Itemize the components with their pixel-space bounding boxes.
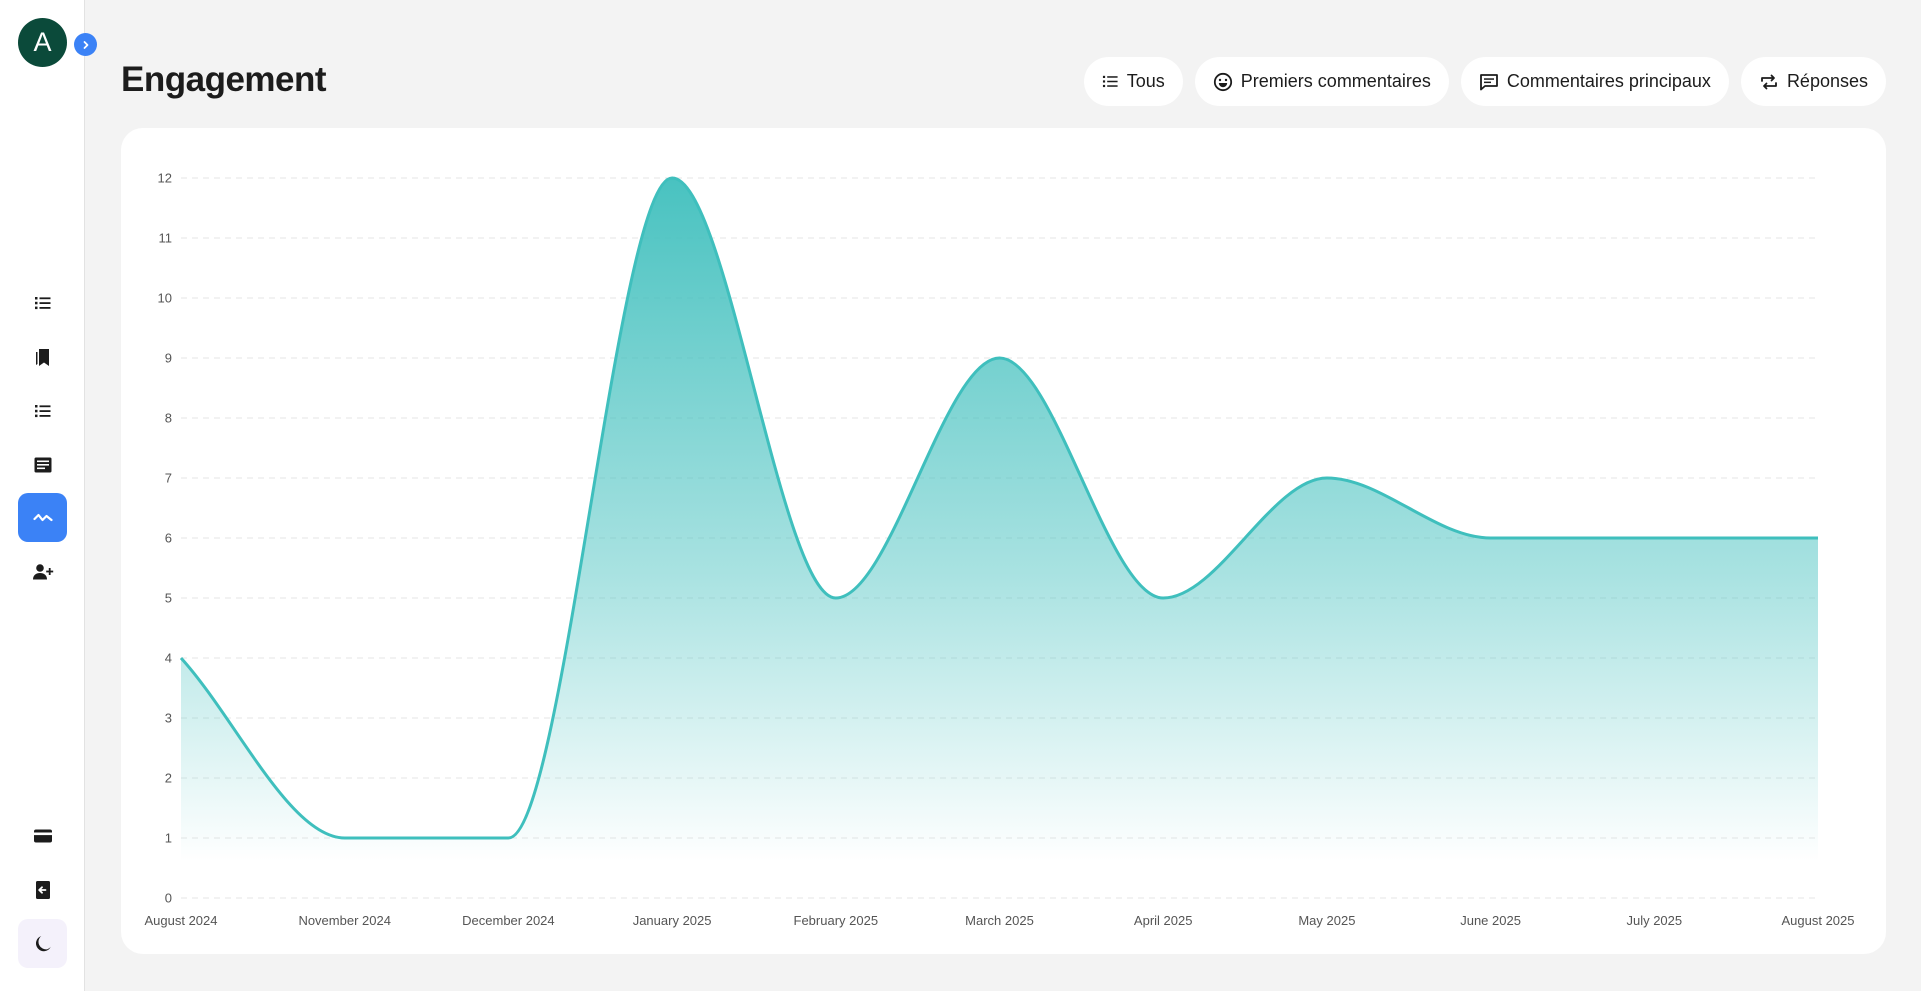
x-tick-label: May 2025 — [1298, 913, 1355, 928]
x-tick-label: March 2025 — [965, 913, 1034, 928]
comment-icon — [1479, 73, 1498, 90]
bookmarks-icon — [35, 348, 49, 366]
chevron-right-icon — [83, 40, 88, 49]
activity-icon — [32, 513, 53, 521]
y-tick-label: 5 — [165, 591, 172, 606]
data-point[interactable] — [342, 835, 348, 841]
y-tick-label: 8 — [165, 411, 172, 426]
nav-add-user[interactable] — [18, 547, 67, 596]
data-point[interactable] — [669, 175, 675, 181]
y-tick-label: 10 — [158, 291, 172, 306]
x-tick-label: April 2025 — [1134, 913, 1193, 928]
nav-list[interactable] — [18, 278, 67, 327]
credit-card-icon — [33, 829, 52, 842]
filter-first-comments-button[interactable]: Premiers commentaires — [1194, 57, 1449, 106]
avatar[interactable]: A — [18, 18, 67, 67]
x-tick-label: July 2025 — [1626, 913, 1682, 928]
series-area — [181, 178, 1818, 898]
list-icon — [34, 404, 50, 417]
data-point[interactable] — [1324, 475, 1330, 481]
person-add-icon — [32, 563, 53, 579]
x-tick-label: February 2025 — [794, 913, 879, 928]
data-point[interactable] — [1488, 535, 1494, 541]
filter-replies-label: Réponses — [1786, 71, 1868, 91]
y-tick-label: 9 — [165, 351, 172, 366]
list-icon — [1102, 75, 1118, 88]
data-point[interactable] — [1651, 535, 1657, 541]
y-tick-label: 0 — [165, 891, 172, 906]
x-tick-label: August 2025 — [1781, 913, 1854, 928]
filter-main-comments-button[interactable]: Commentaires principaux — [1460, 57, 1729, 106]
data-point[interactable] — [997, 355, 1003, 361]
x-tick-label: December 2024 — [462, 913, 555, 928]
y-tick-label: 7 — [165, 471, 172, 486]
sidebar: A — [0, 0, 97, 991]
data-point[interactable] — [505, 835, 511, 841]
nav-engagement[interactable] — [18, 493, 67, 542]
list-icon — [34, 296, 50, 309]
moon-icon — [35, 935, 51, 951]
nav-bookmarks[interactable] — [18, 332, 67, 381]
data-point[interactable] — [833, 595, 839, 601]
y-tick-label: 2 — [165, 771, 172, 786]
filter-first-comments-label: Premiers commentaires — [1240, 71, 1431, 91]
series-line — [179, 176, 1818, 840]
y-tick-label: 6 — [165, 531, 172, 546]
article-icon — [34, 457, 51, 472]
y-tick-label: 1 — [165, 831, 172, 846]
filter-bar: Tous Premiers commentaires Commentaires … — [1083, 57, 1886, 106]
smile-icon — [1213, 72, 1232, 91]
filter-replies-button[interactable]: Réponses — [1740, 57, 1886, 106]
x-tick-label: November 2024 — [298, 913, 391, 928]
filter-all-button[interactable]: Tous — [1083, 57, 1183, 106]
y-tick-label: 11 — [159, 231, 173, 246]
y-tick-label: 3 — [165, 711, 172, 726]
data-point[interactable] — [1815, 535, 1821, 541]
theme-toggle-button[interactable] — [18, 919, 67, 968]
nav-articles[interactable] — [18, 440, 67, 489]
x-tick-label: August 2024 — [144, 913, 217, 928]
data-point[interactable] — [178, 655, 184, 661]
page-title: Engagement — [121, 60, 327, 99]
chart-card: 0 1 2 3 4 5 6 7 8 9 10 11 12 August 2024 November 202… — [121, 128, 1886, 954]
filter-all-label: Tous — [1126, 71, 1165, 91]
y-tick-label: 12 — [158, 171, 172, 186]
nav-billing[interactable] — [18, 811, 67, 860]
repost-icon — [1761, 74, 1777, 89]
logout-icon — [35, 880, 50, 899]
filter-main-comments-label: Commentaires principaux — [1506, 71, 1711, 91]
expand-sidebar-button[interactable] — [74, 33, 97, 56]
x-tick-label: January 2025 — [633, 913, 712, 928]
nav-list-2[interactable] — [18, 386, 67, 435]
nav-logout[interactable] — [18, 865, 67, 914]
x-tick-label: June 2025 — [1460, 913, 1521, 928]
y-tick-label: 4 — [165, 651, 172, 666]
data-point[interactable] — [1160, 595, 1166, 601]
